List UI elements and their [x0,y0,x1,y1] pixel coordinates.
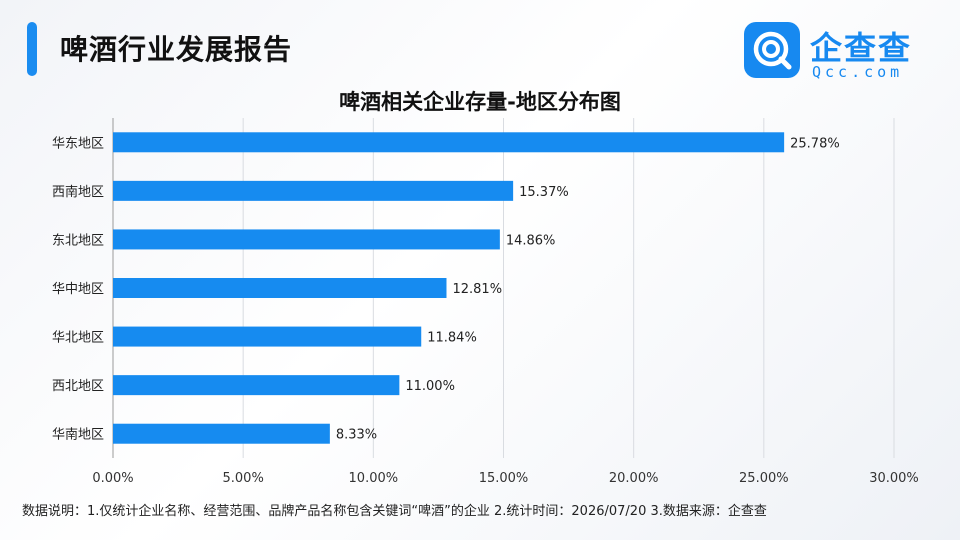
value-label: 8.33% [336,428,377,443]
x-tick-label: 30.00% [869,471,919,486]
x-tick-label: 10.00% [349,471,399,486]
bar [113,229,500,250]
bar [113,423,330,444]
x-tick-label: 25.00% [739,471,789,486]
value-label: 15.37% [519,185,569,200]
brand-logo: 企查查 Qcc.com [744,22,934,81]
data-footnote: 数据说明：1.仅统计企业名称、经营范围、品牌产品名称包含关键词“啤酒”的企业 2… [22,504,767,519]
x-tick-label: 15.00% [479,471,529,486]
value-label: 11.00% [405,379,455,394]
x-tick-label: 0.00% [92,471,133,486]
bar [113,375,400,396]
category-label: 西南地区 [52,184,104,200]
category-label: 西北地区 [52,379,104,394]
x-tick-label: 20.00% [609,471,659,486]
bar [113,180,514,201]
value-label: 12.81% [452,282,502,297]
x-tick-label: 5.00% [223,471,264,486]
category-label: 华南地区 [52,427,104,443]
title-accent-bar [27,22,37,76]
brand-domain: Qcc.com [812,63,904,81]
bar-chart: 0.00% 5.00% 10.00% 15.00% 20.00% 25.00% 30.00%… [52,118,919,486]
bar [113,278,447,298]
category-label: 华中地区 [52,282,104,297]
qcc-logo-icon [744,22,800,78]
chart-title: 啤酒相关企业存量-地区分布图 [339,90,621,114]
value-label: 14.86% [506,233,556,248]
report-title: 啤酒行业发展报告 [60,33,293,66]
category-label: 华东地区 [52,136,104,151]
category-label: 东北地区 [52,233,104,248]
bar [113,132,785,153]
brand-name: 企查查 [810,29,913,67]
value-label: 11.84% [427,331,477,346]
bar [113,326,422,347]
value-label: 25.78% [790,136,840,151]
category-label: 华北地区 [52,331,104,346]
